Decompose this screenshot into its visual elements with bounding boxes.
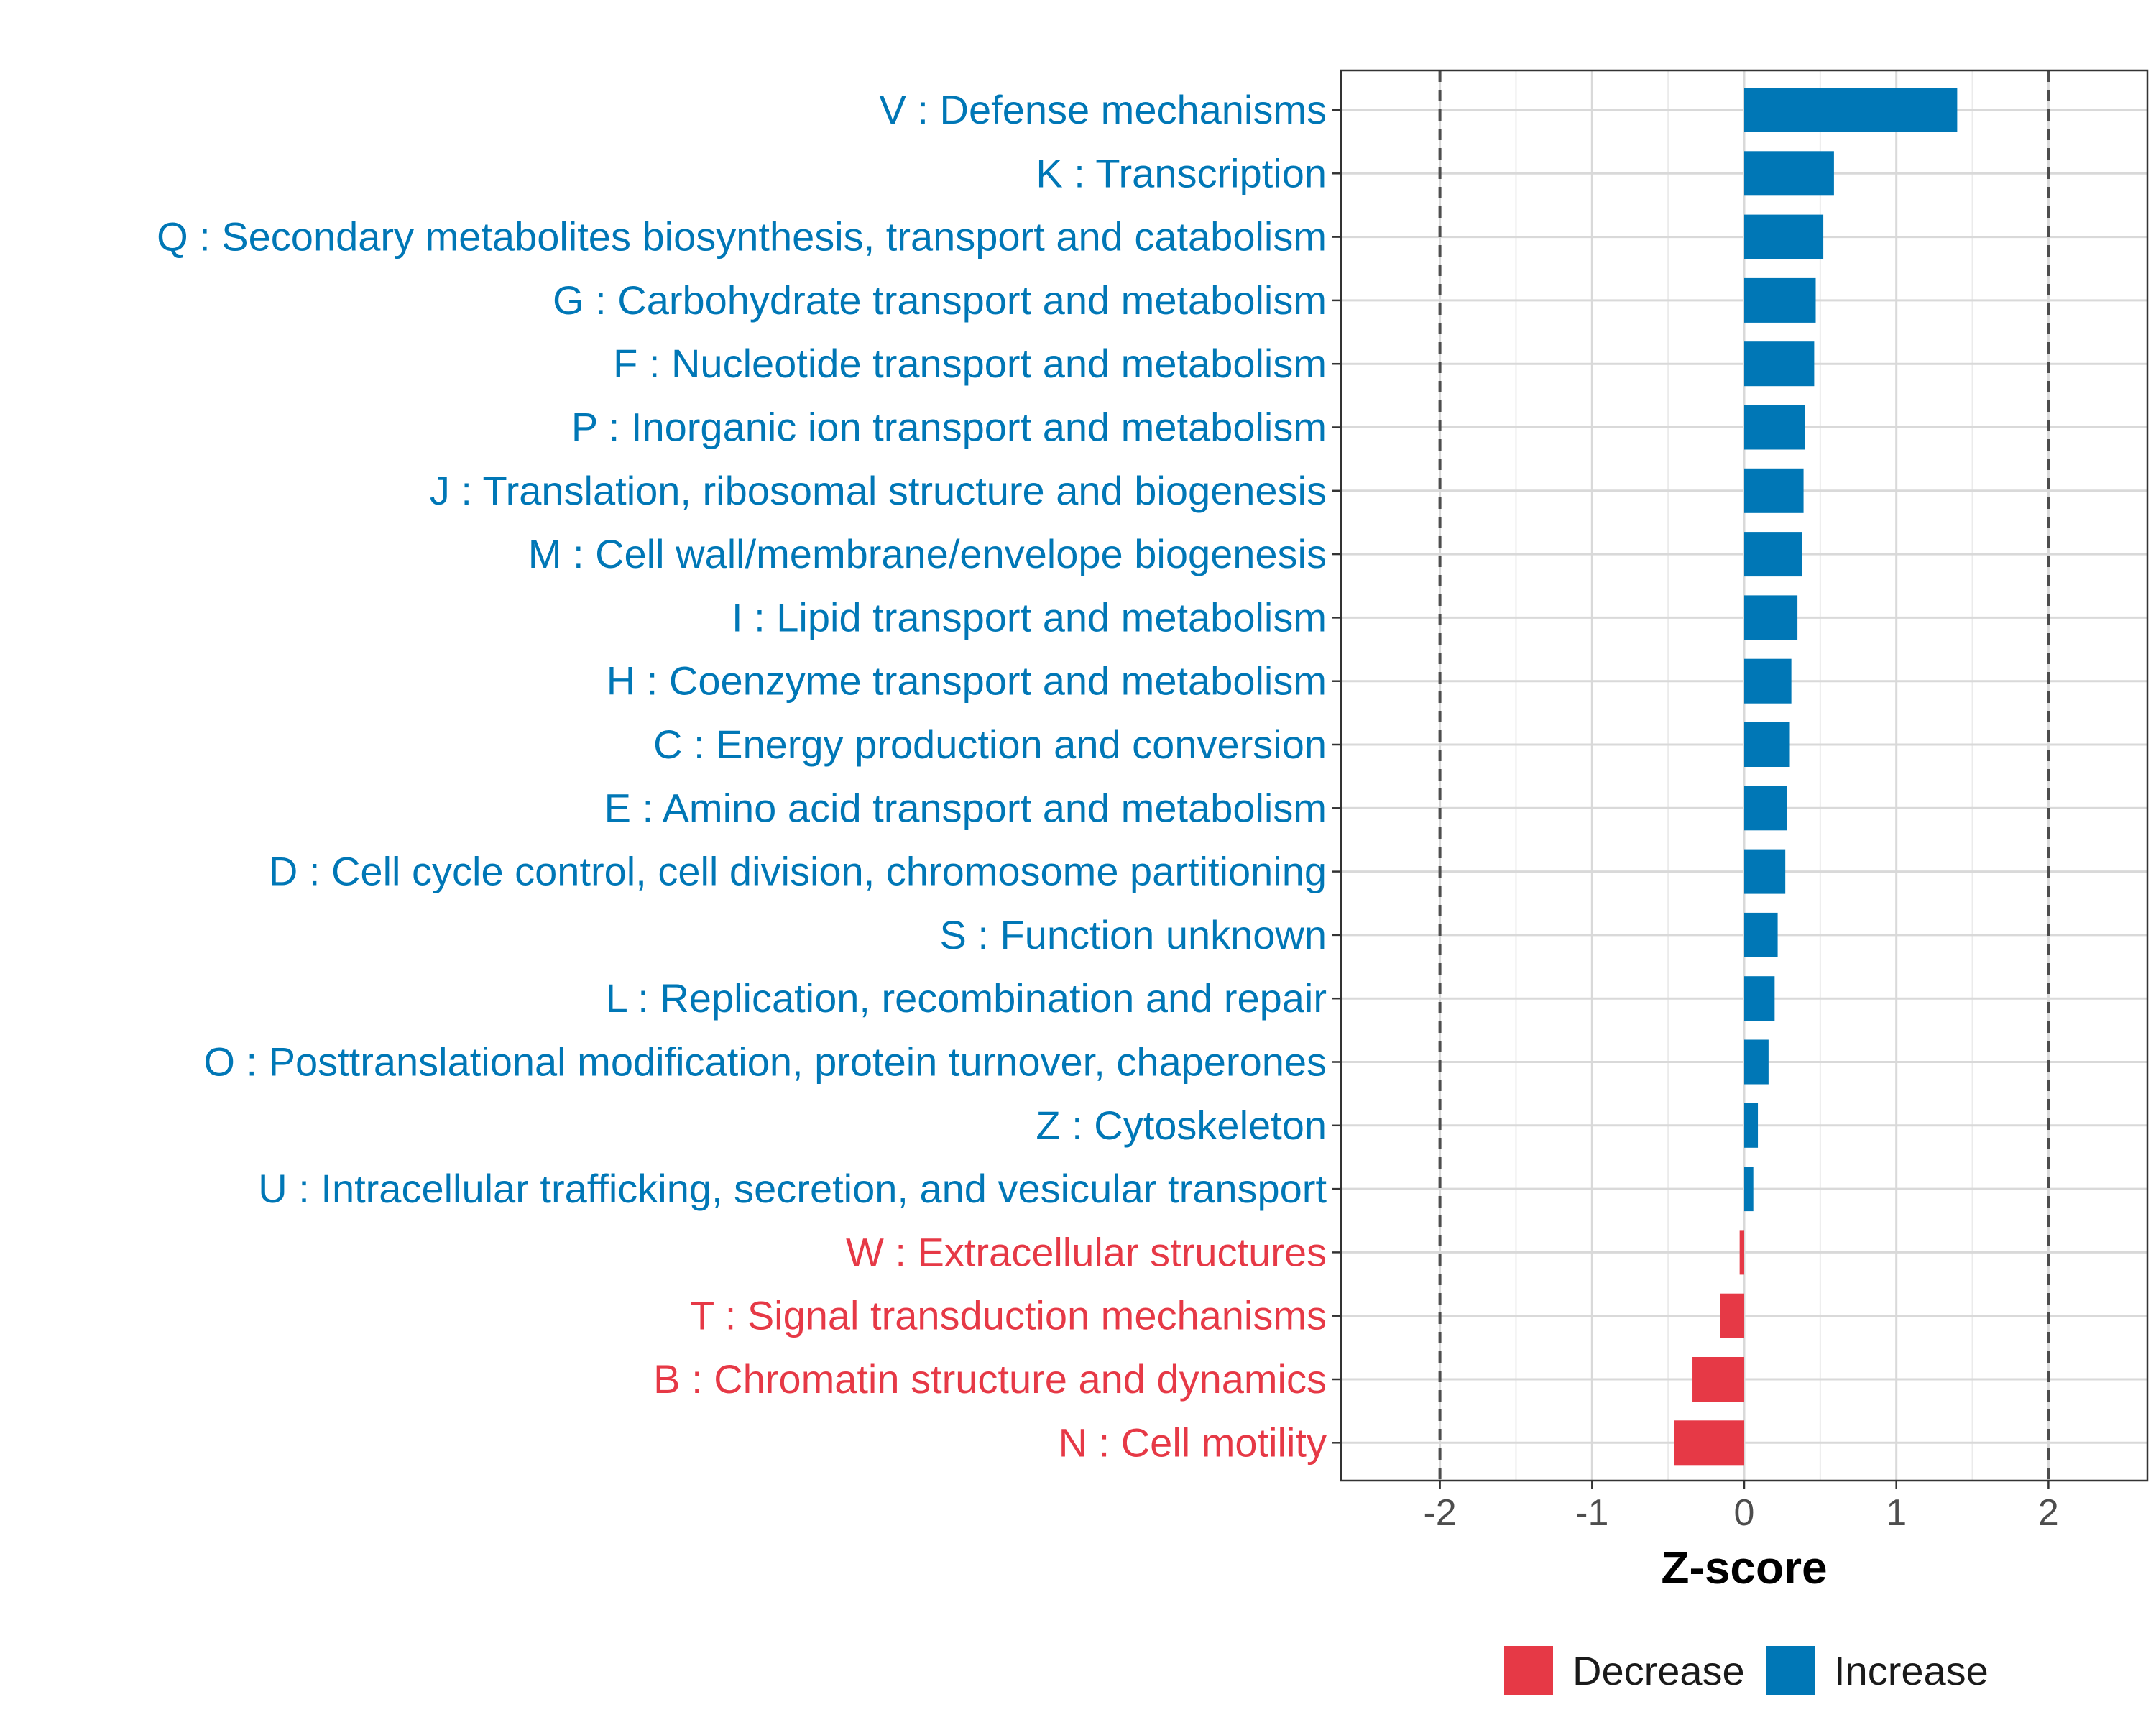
y-axis-labels: V : Defense mechanisms K : Transcription Q…: [157, 87, 1327, 1465]
category-label: D : Cell cycle control, cell division, c…: [269, 849, 1327, 894]
legend: Decrease Increase: [1504, 1646, 1989, 1695]
legend-swatch: [1766, 1646, 1815, 1695]
category-label: U : Intracellular trafficking, secretion…: [258, 1166, 1327, 1211]
legend-label: Increase: [1834, 1648, 1989, 1693]
x-tick-label: 0: [1734, 1492, 1755, 1534]
category-label: J : Translation, ribosomal structure and…: [430, 468, 1327, 513]
category-label: W : Extracellular structures: [846, 1229, 1327, 1274]
bar: [1744, 88, 1958, 132]
y-axis-ticks: [1332, 109, 1341, 1444]
category-label: I : Lipid transport and metabolism: [732, 594, 1327, 640]
category-label: E : Amino acid transport and metabolism: [604, 785, 1327, 830]
bar: [1744, 214, 1824, 259]
bar: [1744, 976, 1775, 1021]
category-label: M : Cell wall/membrane/envelope biogenes…: [528, 531, 1327, 576]
bar: [1674, 1420, 1744, 1466]
bar: [1744, 277, 1816, 323]
legend-label: Decrease: [1572, 1648, 1745, 1693]
category-label: O : Posttranslational modification, prot…: [203, 1039, 1327, 1085]
x-tick-label: 2: [2038, 1492, 2059, 1534]
bar: [1744, 1103, 1759, 1148]
category-label: S : Function unknown: [939, 912, 1327, 957]
bar: [1744, 1167, 1754, 1212]
bar: [1744, 1039, 1769, 1085]
category-label: Q : Secondary metabolites biosynthesis, …: [157, 214, 1327, 259]
bars: [1674, 88, 1958, 1466]
bar: [1739, 1230, 1744, 1275]
category-label: C : Energy production and conversion: [653, 722, 1327, 767]
bar: [1744, 151, 1834, 196]
x-tick-label: -1: [1575, 1492, 1608, 1534]
bar: [1744, 532, 1802, 577]
bar: [1744, 595, 1798, 640]
x-tick-label: 1: [1886, 1492, 1907, 1534]
reference-lines: [1438, 70, 2050, 1481]
bar: [1744, 849, 1786, 894]
category-label: B : Chromatin structure and dynamics: [653, 1356, 1327, 1402]
category-label: F : Nucleotide transport and metabolism: [613, 341, 1327, 386]
bar: [1744, 468, 1804, 513]
x-axis-title: Z-score: [1661, 1542, 1827, 1593]
category-label: P : Inorganic ion transport and metaboli…: [571, 405, 1327, 450]
bar: [1744, 341, 1815, 387]
bar: [1744, 722, 1790, 767]
category-label: V : Defense mechanisms: [880, 87, 1327, 132]
bar: [1744, 786, 1787, 831]
category-label: Z : Cytoskeleton: [1036, 1103, 1327, 1148]
category-label: N : Cell motility: [1059, 1420, 1327, 1465]
category-label: K : Transcription: [1036, 150, 1327, 196]
x-axis-ticks: -2 -1 0 1 2: [1423, 1481, 2059, 1534]
legend-swatch: [1504, 1646, 1553, 1695]
bar: [1720, 1293, 1744, 1338]
category-label: H : Coenzyme transport and metabolism: [607, 658, 1327, 704]
bar: [1744, 405, 1805, 450]
category-label: L : Replication, recombination and repai…: [606, 975, 1327, 1021]
bar: [1692, 1357, 1744, 1402]
bar: [1744, 658, 1792, 704]
category-label: G : Carbohydrate transport and metabolis…: [553, 277, 1327, 323]
category-label: T : Signal transduction mechanisms: [690, 1293, 1327, 1338]
bar: [1744, 912, 1778, 957]
x-tick-label: -2: [1423, 1492, 1456, 1534]
